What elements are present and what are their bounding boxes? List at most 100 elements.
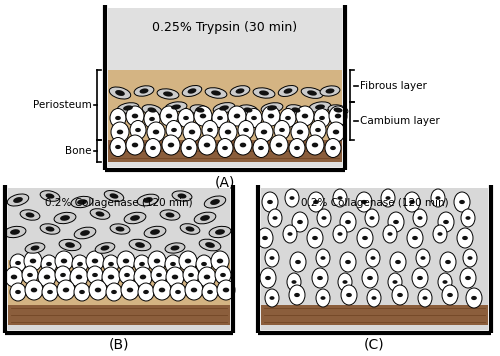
Ellipse shape	[316, 249, 330, 267]
Ellipse shape	[143, 197, 153, 203]
Ellipse shape	[338, 273, 352, 291]
Ellipse shape	[117, 130, 123, 134]
Ellipse shape	[205, 88, 227, 98]
Ellipse shape	[123, 258, 129, 263]
Ellipse shape	[438, 212, 454, 232]
Ellipse shape	[463, 249, 477, 267]
Ellipse shape	[287, 273, 301, 291]
Ellipse shape	[8, 194, 28, 206]
Ellipse shape	[95, 243, 115, 253]
Ellipse shape	[243, 128, 249, 132]
Ellipse shape	[292, 280, 296, 284]
Ellipse shape	[115, 116, 121, 120]
Ellipse shape	[295, 260, 301, 264]
Ellipse shape	[10, 283, 26, 301]
Ellipse shape	[460, 268, 476, 288]
Ellipse shape	[130, 120, 146, 140]
Ellipse shape	[121, 280, 139, 300]
Ellipse shape	[270, 296, 274, 300]
Ellipse shape	[265, 289, 279, 307]
Ellipse shape	[76, 274, 82, 279]
Ellipse shape	[436, 196, 440, 200]
Ellipse shape	[211, 90, 221, 96]
Ellipse shape	[201, 262, 207, 266]
Bar	[8, 305, 230, 325]
Ellipse shape	[325, 138, 341, 157]
Ellipse shape	[267, 105, 277, 111]
Ellipse shape	[404, 192, 420, 212]
Ellipse shape	[342, 280, 347, 284]
Ellipse shape	[42, 283, 58, 301]
Ellipse shape	[267, 200, 273, 204]
Ellipse shape	[466, 216, 470, 220]
Ellipse shape	[30, 258, 36, 263]
Ellipse shape	[333, 189, 347, 207]
Ellipse shape	[289, 138, 305, 157]
Ellipse shape	[57, 280, 75, 300]
Text: Periosteum: Periosteum	[33, 100, 92, 110]
Text: (B): (B)	[109, 338, 129, 352]
Ellipse shape	[166, 213, 174, 218]
Ellipse shape	[433, 225, 447, 243]
Ellipse shape	[268, 114, 274, 119]
Ellipse shape	[309, 102, 331, 112]
Ellipse shape	[261, 103, 283, 113]
Ellipse shape	[417, 276, 423, 280]
Ellipse shape	[320, 296, 326, 300]
Ellipse shape	[15, 261, 21, 265]
Text: (C): (C)	[364, 338, 385, 352]
Ellipse shape	[285, 116, 291, 120]
Ellipse shape	[171, 128, 177, 132]
Ellipse shape	[217, 138, 233, 157]
Ellipse shape	[288, 232, 292, 236]
Ellipse shape	[294, 293, 300, 297]
Ellipse shape	[290, 196, 294, 200]
Ellipse shape	[230, 86, 250, 96]
Ellipse shape	[170, 283, 186, 301]
Bar	[108, 140, 342, 162]
Ellipse shape	[102, 267, 120, 287]
Ellipse shape	[223, 288, 229, 292]
Ellipse shape	[284, 88, 292, 94]
Ellipse shape	[15, 290, 21, 294]
Ellipse shape	[111, 290, 117, 294]
Ellipse shape	[127, 288, 133, 292]
Ellipse shape	[289, 285, 305, 305]
Ellipse shape	[440, 252, 456, 272]
Ellipse shape	[442, 285, 458, 305]
Ellipse shape	[77, 262, 83, 266]
Ellipse shape	[296, 106, 314, 126]
Ellipse shape	[215, 266, 231, 284]
Ellipse shape	[329, 106, 347, 126]
Ellipse shape	[178, 193, 186, 199]
Ellipse shape	[86, 251, 104, 271]
Ellipse shape	[207, 128, 213, 132]
Ellipse shape	[217, 280, 235, 300]
Ellipse shape	[134, 267, 152, 287]
Ellipse shape	[166, 267, 184, 287]
Ellipse shape	[370, 256, 376, 260]
Ellipse shape	[367, 289, 381, 307]
Ellipse shape	[150, 146, 156, 150]
Ellipse shape	[116, 226, 124, 231]
Ellipse shape	[246, 109, 262, 127]
Ellipse shape	[262, 236, 268, 240]
Ellipse shape	[317, 209, 331, 227]
Ellipse shape	[165, 255, 181, 273]
Ellipse shape	[422, 296, 428, 300]
Ellipse shape	[393, 220, 399, 224]
Ellipse shape	[388, 273, 402, 291]
Ellipse shape	[165, 102, 187, 112]
Ellipse shape	[124, 212, 146, 224]
Ellipse shape	[397, 293, 403, 297]
Ellipse shape	[462, 236, 468, 240]
Ellipse shape	[134, 86, 154, 96]
Ellipse shape	[333, 130, 339, 134]
Ellipse shape	[4, 226, 26, 238]
Ellipse shape	[147, 122, 165, 142]
Ellipse shape	[25, 243, 45, 253]
Ellipse shape	[157, 89, 179, 99]
Ellipse shape	[338, 196, 342, 200]
Ellipse shape	[361, 200, 367, 204]
Ellipse shape	[431, 189, 445, 207]
